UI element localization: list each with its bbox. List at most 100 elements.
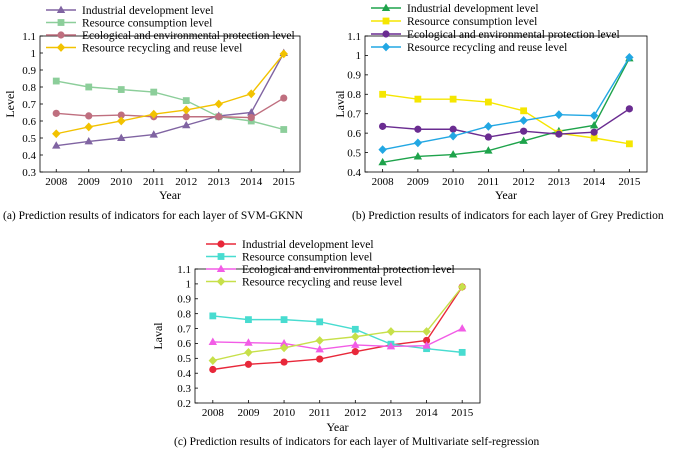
series-1	[52, 48, 288, 149]
data-point	[422, 327, 431, 336]
chart-panel-3: 0.2 0.3 0.4 0.5 0.6 0.7 0.8 0.9 1 1.1 2008 2009 2010…	[151, 239, 540, 448]
data-point	[520, 107, 528, 115]
y-tick-label: 1.1	[22, 31, 36, 43]
data-point	[386, 327, 396, 336]
data-point	[520, 127, 528, 135]
data-point	[182, 97, 190, 104]
x-axis-label: Year	[326, 420, 348, 434]
data-point	[84, 122, 93, 132]
legend-label: Ecological and environmental protection …	[242, 264, 455, 276]
data-point	[351, 348, 359, 356]
data-point	[117, 86, 125, 93]
y-tick-label: 0.2	[177, 398, 191, 410]
data-point	[519, 136, 528, 144]
data-point	[315, 345, 324, 353]
data-point	[214, 99, 223, 109]
series-line	[382, 93, 630, 145]
y-tick-label: 0.6	[22, 116, 36, 128]
legend-label: Resource consumption level	[407, 16, 537, 28]
y-tick-label: 0.5	[22, 133, 36, 145]
data-point	[379, 122, 387, 130]
legend-marker	[217, 240, 225, 248]
y-tick-label: 0.8	[177, 308, 191, 320]
data-point	[279, 343, 289, 353]
data-point	[85, 83, 93, 91]
x-tick-label: 2014	[416, 407, 439, 419]
y-axis-label: Laval	[151, 322, 165, 350]
data-point	[422, 336, 431, 345]
x-tick-label: 2011	[478, 176, 500, 188]
legend-marker	[56, 5, 66, 13]
data-point	[208, 337, 218, 345]
legend-label: Industrial development level	[82, 5, 214, 17]
x-tick-label: 2015	[451, 407, 474, 419]
series-line	[382, 57, 630, 151]
y-tick-label: 0.9	[177, 294, 191, 306]
data-point	[247, 114, 255, 122]
x-tick-label: 2013	[548, 176, 571, 188]
legend-label: Resource consumption level	[82, 18, 212, 30]
x-tick-label: 2013	[380, 407, 403, 419]
x-tick-label: 2010	[110, 176, 133, 188]
chart-panel-1: 0.3 0.4 0.5 0.6 0.7 0.8 0.9 1 1.1 2008 2009 2010 201…	[3, 5, 304, 222]
data-point	[625, 105, 633, 113]
series-4	[52, 49, 288, 139]
series-line	[382, 108, 630, 138]
x-tick-label: 2015	[273, 176, 296, 188]
data-point	[589, 120, 599, 129]
data-point	[386, 342, 396, 350]
legend-marker	[382, 17, 390, 25]
y-tick-label: 0.7	[22, 99, 36, 111]
data-point	[209, 365, 217, 374]
data-point	[149, 130, 158, 138]
data-point	[519, 116, 528, 125]
x-tick-label: 2011	[309, 407, 331, 419]
data-point	[484, 121, 493, 131]
series-2	[52, 77, 288, 133]
x-tick-label: 2008	[202, 407, 225, 419]
y-tick-label: 0.6	[347, 128, 361, 140]
y-tick-label: 0.7	[347, 109, 361, 121]
data-point	[182, 113, 190, 121]
legend-marker	[56, 43, 66, 52]
x-tick-label: 2010	[273, 407, 296, 419]
legend-label: Ecological and environmental protection …	[82, 30, 295, 42]
x-tick-label: 2010	[442, 176, 465, 188]
x-tick-label: 2009	[237, 407, 260, 419]
legend-marker	[381, 3, 391, 11]
data-point	[448, 150, 458, 158]
data-point	[182, 120, 191, 129]
series-3	[208, 324, 467, 353]
plot-frame	[364, 35, 648, 173]
y-tick-label: 0.8	[22, 82, 36, 94]
series-4	[208, 282, 467, 365]
data-point	[414, 95, 422, 103]
data-point	[117, 111, 125, 119]
data-point	[457, 282, 467, 292]
data-point	[555, 130, 563, 138]
data-point	[279, 49, 288, 59]
data-point	[52, 129, 61, 139]
y-tick-label: 0.4	[177, 368, 191, 380]
data-point	[52, 109, 60, 117]
data-point	[117, 133, 126, 141]
data-point	[280, 126, 288, 133]
data-point	[484, 133, 492, 141]
data-point	[280, 94, 288, 102]
data-point	[208, 356, 218, 365]
legend-label: Resource recycling and reuse level	[407, 42, 567, 54]
legend-label: Resource recycling and reuse level	[82, 43, 242, 55]
series-line	[212, 286, 463, 362]
series-line	[56, 52, 285, 147]
series-line	[56, 53, 285, 135]
legend-marker	[382, 30, 390, 38]
data-point	[52, 77, 60, 85]
x-tick-label: 2014	[583, 176, 606, 188]
x-axis-label: Year	[159, 188, 181, 202]
legend-marker	[216, 277, 226, 286]
x-tick-label: 2014	[240, 176, 263, 188]
data-point	[209, 312, 217, 320]
